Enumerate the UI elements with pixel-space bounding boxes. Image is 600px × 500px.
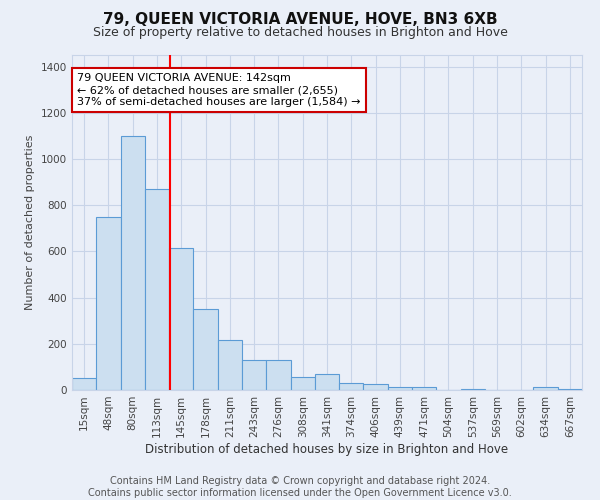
- Bar: [364, 384, 388, 390]
- Bar: [121, 136, 145, 390]
- Y-axis label: Number of detached properties: Number of detached properties: [25, 135, 35, 310]
- Text: Size of property relative to detached houses in Brighton and Hove: Size of property relative to detached ho…: [92, 26, 508, 39]
- Bar: [266, 360, 290, 390]
- Bar: [96, 216, 121, 390]
- Bar: [533, 386, 558, 390]
- Bar: [169, 248, 193, 390]
- X-axis label: Distribution of detached houses by size in Brighton and Hove: Distribution of detached houses by size …: [145, 442, 509, 456]
- Bar: [412, 386, 436, 390]
- Bar: [193, 309, 218, 390]
- Bar: [558, 389, 582, 390]
- Bar: [72, 378, 96, 390]
- Bar: [339, 383, 364, 390]
- Bar: [218, 340, 242, 390]
- Bar: [461, 389, 485, 390]
- Bar: [290, 378, 315, 390]
- Text: 79, QUEEN VICTORIA AVENUE, HOVE, BN3 6XB: 79, QUEEN VICTORIA AVENUE, HOVE, BN3 6XB: [103, 12, 497, 27]
- Bar: [242, 360, 266, 390]
- Bar: [388, 386, 412, 390]
- Text: Contains HM Land Registry data © Crown copyright and database right 2024.
Contai: Contains HM Land Registry data © Crown c…: [88, 476, 512, 498]
- Bar: [315, 374, 339, 390]
- Bar: [145, 189, 169, 390]
- Text: 79 QUEEN VICTORIA AVENUE: 142sqm
← 62% of detached houses are smaller (2,655)
37: 79 QUEEN VICTORIA AVENUE: 142sqm ← 62% o…: [77, 74, 361, 106]
